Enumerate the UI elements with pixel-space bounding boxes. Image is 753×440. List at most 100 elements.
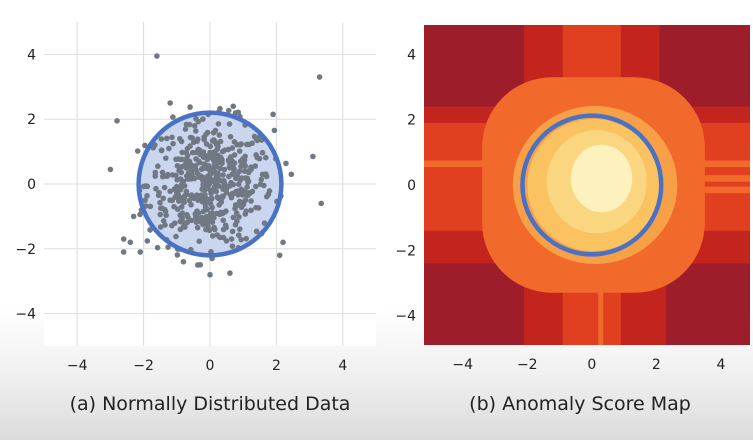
heatmap-layers	[424, 25, 750, 345]
scatter-point	[161, 206, 168, 213]
scatter-point	[263, 173, 270, 180]
scatter-point	[199, 217, 205, 224]
scatter-point	[185, 176, 191, 182]
scatter-point	[216, 211, 223, 218]
scatter-point	[220, 234, 227, 241]
scatter-point	[202, 191, 208, 198]
scatter-point	[179, 149, 185, 156]
scatter-point	[248, 198, 254, 204]
x-tick-label: 2	[272, 358, 281, 374]
scatter-point	[222, 222, 229, 229]
x-tick-label: 4	[716, 357, 725, 373]
x-tick-label: −2	[133, 358, 154, 374]
heatmap-boundary-circle	[520, 113, 664, 257]
x-tick-label: −2	[517, 357, 538, 373]
y-tick-label: 0	[27, 177, 36, 193]
y-tick-label: −2	[395, 243, 416, 259]
x-tick-label: 0	[206, 358, 215, 374]
y-tick-label: −2	[15, 242, 36, 258]
heat-region-stripe	[598, 263, 604, 345]
scatter-point	[243, 189, 249, 196]
scatter-point	[235, 181, 242, 188]
scatter-point	[220, 172, 226, 178]
scatter-point	[154, 244, 161, 251]
heat-region-corner	[666, 263, 750, 345]
scatter-point	[185, 214, 191, 220]
scatter-point	[174, 163, 181, 169]
scatter-point	[235, 232, 242, 239]
scatter-point	[243, 208, 249, 214]
scatter-point	[191, 123, 198, 129]
scatter-point-outlier	[310, 153, 316, 160]
scatter-point	[214, 160, 220, 167]
y-tick-label: 4	[27, 47, 36, 63]
y-tick-label: 4	[407, 47, 416, 63]
scatter-point	[161, 184, 168, 191]
scatter-point	[163, 135, 170, 142]
scatter-point	[208, 187, 214, 194]
scatter-point	[237, 142, 244, 148]
scatter-point	[144, 238, 151, 244]
scatter-point	[220, 217, 226, 224]
scatter-point	[172, 194, 178, 201]
scatter-point	[165, 171, 171, 178]
scatter-point	[194, 224, 201, 231]
scatter-point	[157, 211, 164, 218]
scatter-point	[140, 183, 147, 190]
scatter-point	[244, 184, 250, 190]
scatter-point	[211, 184, 218, 190]
scatter-point-outlier	[127, 239, 134, 246]
scatter-point	[229, 145, 236, 151]
scatter-point	[142, 142, 148, 149]
scatter-point	[177, 135, 183, 142]
scatter-point	[204, 197, 211, 204]
scatter-point	[215, 195, 221, 202]
scatter-point	[144, 193, 150, 199]
scatter-point	[193, 115, 199, 122]
scatter-point-outlier	[227, 270, 233, 276]
scatter-point	[171, 203, 177, 210]
scatter-point	[194, 208, 200, 214]
scatter-point	[212, 138, 218, 145]
scatter-point	[159, 173, 166, 180]
scatter-point	[196, 238, 202, 245]
scatter-point	[202, 186, 208, 193]
scatter-point	[242, 197, 249, 203]
scatter-point	[253, 228, 260, 235]
scatter-point	[234, 218, 240, 225]
scatter-point	[258, 176, 265, 183]
y-tick-label: −4	[15, 307, 36, 323]
scatter-point	[219, 194, 226, 200]
scatter-point	[226, 121, 233, 127]
scatter-point	[192, 128, 199, 134]
scatter-point	[221, 181, 228, 188]
scatter-point-outlier	[318, 200, 325, 207]
heat-region-pale	[570, 144, 633, 213]
scatter-point	[227, 192, 234, 198]
scatter-point	[252, 163, 259, 169]
scatter-point	[173, 233, 179, 240]
scatter-point-outlier	[207, 271, 213, 278]
scatter-point	[159, 169, 166, 176]
scatter-point	[201, 136, 207, 143]
scatter-point	[232, 205, 238, 212]
scatter-point-outlier	[114, 118, 120, 124]
scatter-point	[265, 191, 272, 198]
scatter-point	[142, 197, 148, 204]
scatter-point	[236, 148, 243, 154]
caption-b: (b) Anomaly Score Map	[469, 393, 691, 415]
scatter-point-outlier	[288, 171, 295, 178]
scatter-point	[169, 172, 176, 178]
scatter-point	[187, 134, 194, 141]
scatter-point	[207, 167, 213, 174]
scatter-point	[165, 244, 171, 250]
scatter-x-tick-labels: −4 −2 0 2 4	[67, 358, 347, 374]
boundary-circle	[136, 110, 284, 258]
scatter-point	[160, 195, 167, 202]
scatter-point-outlier	[107, 166, 114, 173]
scatter-point	[240, 201, 247, 208]
scatter-point	[221, 166, 228, 173]
scatter-point	[231, 139, 238, 145]
scatter-point	[170, 114, 176, 120]
